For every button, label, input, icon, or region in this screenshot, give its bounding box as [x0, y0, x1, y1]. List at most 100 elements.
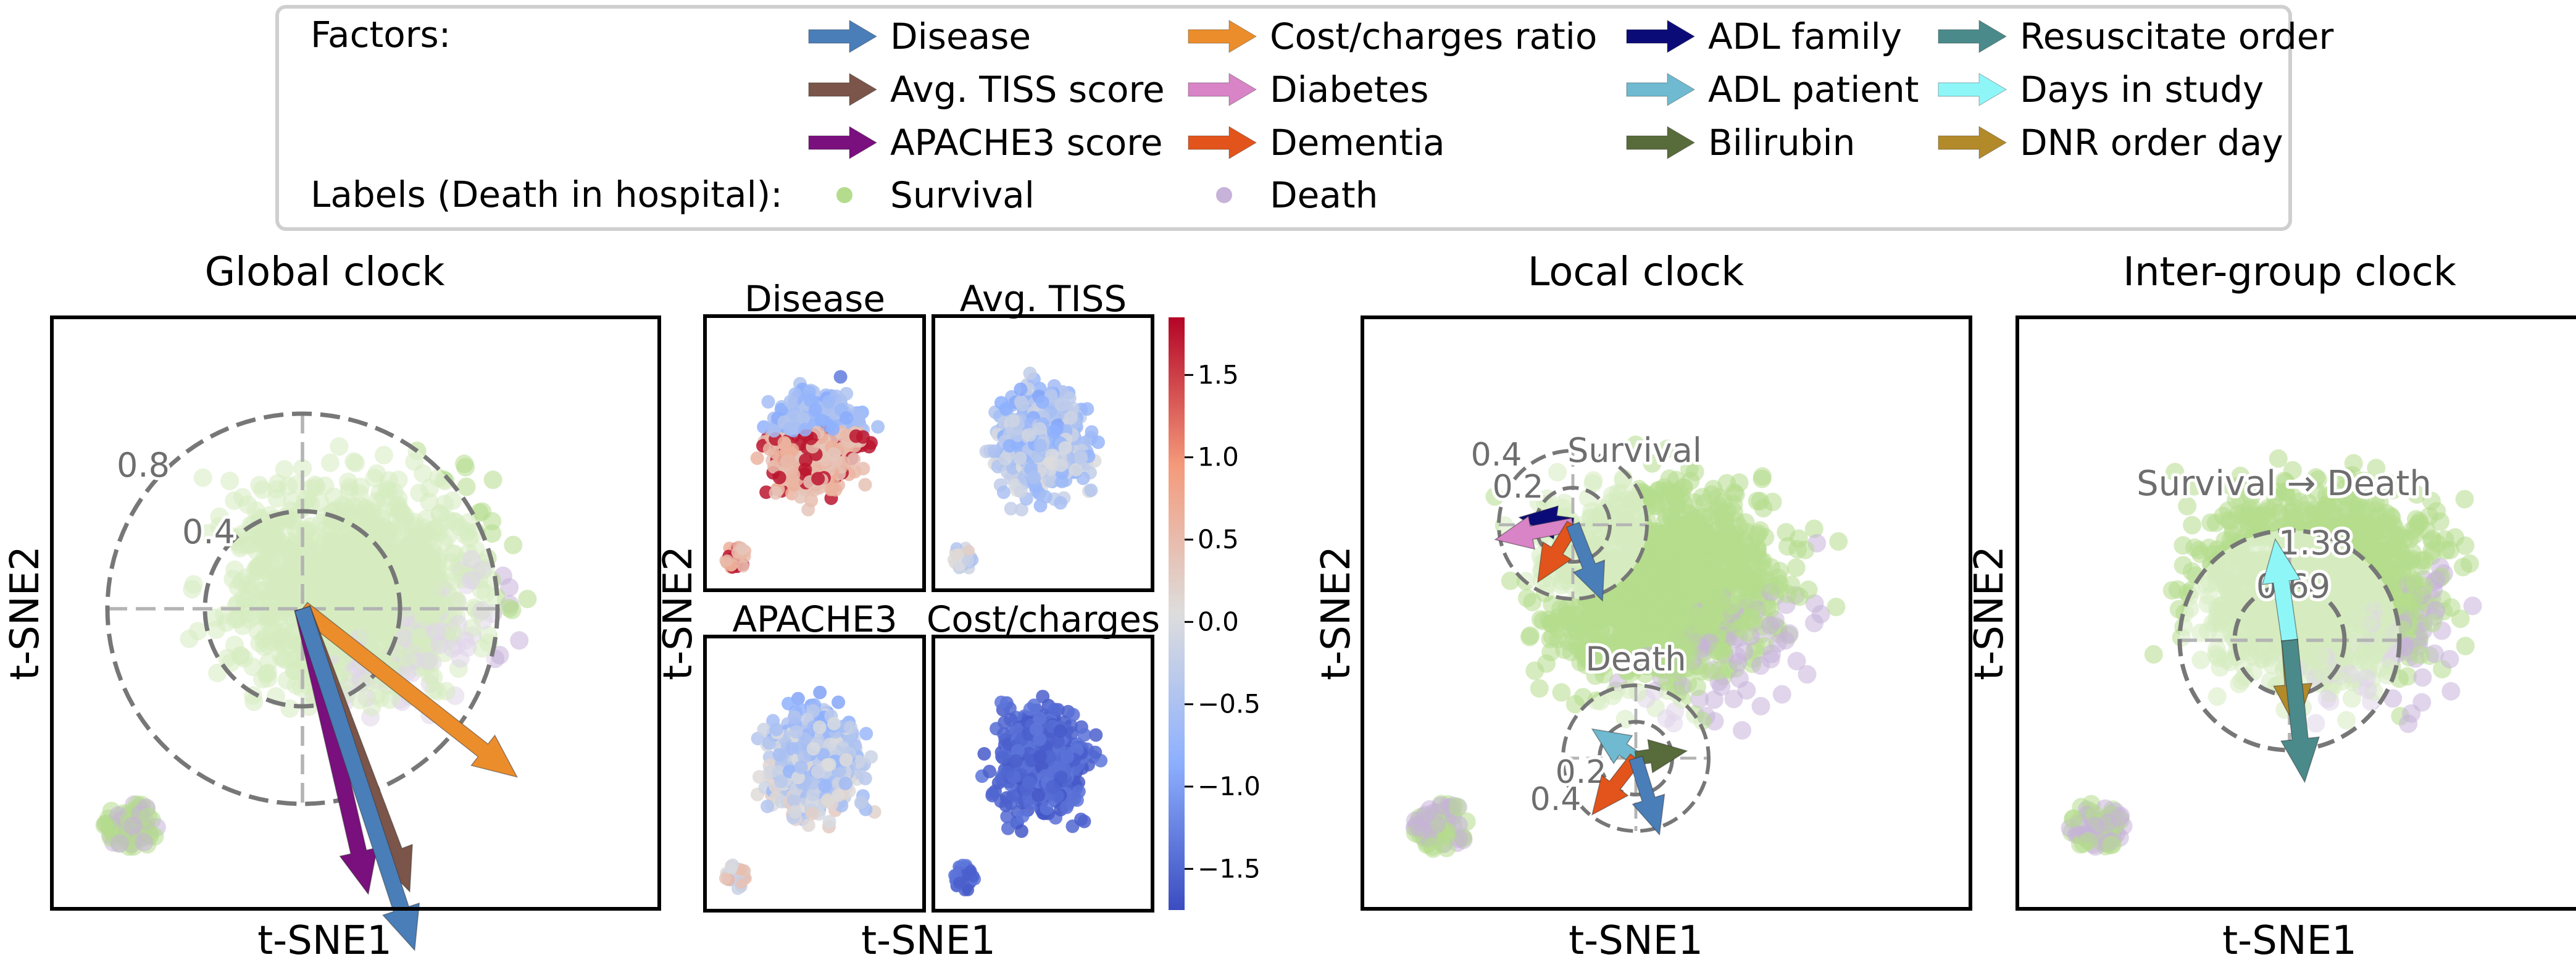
heatmap-point: [816, 748, 830, 762]
death-point: [472, 601, 491, 620]
heatmap-point: [767, 424, 781, 438]
heatmap-point: [1053, 724, 1067, 738]
survival-point: [262, 577, 281, 596]
heatmap-point: [953, 876, 965, 889]
heatmap-point: [1064, 726, 1078, 740]
heatmap-point: [827, 717, 841, 731]
heatmap-point: [840, 411, 854, 425]
heatmap-point: [796, 411, 810, 425]
heatmap-point: [858, 478, 872, 492]
survival-point: [233, 488, 252, 507]
survival-point: [352, 527, 371, 546]
heatmap-avg-tiss: [947, 366, 1105, 575]
legend-factors-label: Factors:: [311, 14, 451, 56]
heatmap-point: [798, 462, 812, 477]
survival-point: [397, 648, 416, 667]
survival-point: [430, 522, 449, 541]
heatmap-point: [1038, 490, 1052, 504]
heatmap-point: [822, 814, 836, 829]
heatmap-point: [788, 710, 801, 724]
heatmap-point: [859, 727, 873, 741]
heatmap-point: [864, 750, 878, 764]
heatmap-point: [1035, 395, 1049, 409]
heatmap-point: [782, 696, 796, 711]
legend-factor-label: APACHE3 score: [890, 122, 1163, 164]
survival-point: [457, 477, 476, 496]
survival-point: [282, 626, 301, 645]
survival-point: [383, 523, 402, 542]
survival-point: [350, 690, 369, 709]
legend-arrow-icon: [808, 20, 877, 53]
colorbar-tick-label: 0.0: [1198, 606, 1239, 637]
survival-point: [275, 460, 294, 479]
colorbar-tick-label: 1.0: [1198, 442, 1239, 472]
heatmap-point: [757, 420, 771, 434]
heatmap-point: [1069, 462, 1083, 477]
heatmap-point: [769, 486, 783, 500]
survival-point: [258, 542, 277, 561]
legend-arrow-icon: [1626, 126, 1695, 159]
survival-point: [139, 807, 158, 826]
death-point: [500, 578, 519, 597]
heatmap-point: [761, 395, 775, 409]
heatmap-point: [1013, 451, 1027, 466]
survival-point: [206, 608, 224, 627]
survival-point: [376, 499, 394, 519]
colorbar: [1169, 317, 1185, 910]
survival-point: [424, 545, 443, 564]
heatmap-frame-0: [703, 314, 926, 592]
heatmap-point: [1023, 366, 1037, 380]
heatmap-title-apache3: APACHE3: [732, 598, 897, 640]
heatmap-point: [793, 490, 807, 504]
survival-point: [325, 582, 343, 601]
heatmap-frame-2: [703, 635, 926, 913]
global-xlabel: t-SNE1: [257, 918, 392, 964]
heatmap-point: [1001, 821, 1015, 835]
heatmap-point: [1009, 722, 1023, 737]
heatmap-title-cost-charges: Cost/charges: [927, 598, 1160, 640]
heatmap-point: [772, 748, 786, 762]
heatmap-point: [1045, 780, 1059, 794]
heatmap-point: [1033, 750, 1047, 764]
death-point: [1712, 677, 1731, 696]
legend-arrow-icon: [1938, 73, 2007, 106]
survival-point: [259, 653, 278, 672]
heatmap-frame-1: [932, 314, 1154, 592]
heatmap-point: [994, 695, 1008, 709]
heatmap-point: [1080, 402, 1094, 416]
feature-heatmap-panel: Disease Avg. TISS APACHE3 Cost/charges t…: [656, 278, 1261, 964]
heatmap-point: [983, 764, 996, 779]
heatmap-point: [786, 793, 801, 807]
survival-point: [180, 629, 199, 648]
survival-point: [320, 453, 340, 472]
heatmap-point: [1043, 750, 1057, 764]
heatmap-point: [752, 770, 766, 784]
heatmap-point: [750, 451, 764, 466]
survival-point: [500, 599, 519, 617]
survival-point: [223, 569, 243, 588]
legend-dot-icon: [1216, 187, 1232, 203]
death-point: [419, 651, 438, 670]
legend-factor-label: Avg. TISS score: [890, 69, 1165, 111]
heatmap-point: [818, 779, 832, 793]
survival-point: [261, 606, 280, 625]
heatmap-point: [1004, 501, 1018, 516]
survival-point: [210, 508, 229, 526]
legend-dot-icon: [836, 187, 852, 203]
heatmap-point: [801, 818, 815, 832]
survival-point: [267, 489, 286, 508]
heatmap-point: [1061, 750, 1074, 764]
clock-ring-0: [105, 411, 500, 806]
heatmap-point: [838, 777, 852, 790]
heatmap-point: [1054, 458, 1068, 472]
heatmap-point: [847, 452, 861, 466]
survival-point: [420, 666, 440, 685]
colorbar-tick-label: 0.5: [1198, 524, 1239, 554]
survival-point: [322, 545, 341, 564]
heatmap-point: [962, 884, 975, 896]
heatmap-point: [814, 413, 828, 427]
death-point: [1787, 651, 1806, 670]
heatmap-point: [1014, 503, 1028, 517]
legend-factor-label: Days in study: [2020, 69, 2264, 111]
survival-point: [315, 520, 334, 539]
